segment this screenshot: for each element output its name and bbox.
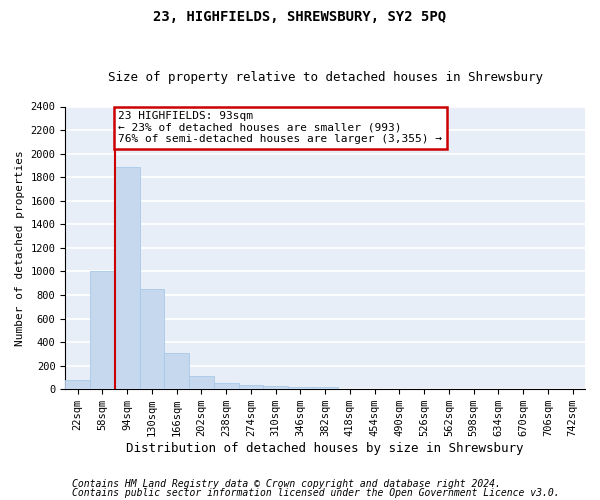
Bar (313, 387, 338, 389)
X-axis label: Distribution of detached houses by size in Shrewsbury: Distribution of detached houses by size … (127, 442, 524, 455)
Text: Contains HM Land Registry data © Crown copyright and database right 2024.: Contains HM Land Registry data © Crown c… (72, 479, 501, 489)
Text: 23, HIGHFIELDS, SHREWSBURY, SY2 5PQ: 23, HIGHFIELDS, SHREWSBURY, SY2 5PQ (154, 10, 446, 24)
Bar (65, 380, 90, 389)
Bar (288, 388, 313, 389)
Text: 23 HIGHFIELDS: 93sqm
← 23% of detached houses are smaller (993)
76% of semi-deta: 23 HIGHFIELDS: 93sqm ← 23% of detached h… (118, 111, 442, 144)
Bar (239, 385, 263, 389)
Bar (263, 386, 288, 389)
Bar (90, 271, 115, 389)
Bar (115, 166, 140, 389)
Bar (164, 352, 189, 389)
Bar (140, 288, 164, 389)
Text: Contains public sector information licensed under the Open Government Licence v3: Contains public sector information licen… (72, 488, 560, 498)
Title: Size of property relative to detached houses in Shrewsbury: Size of property relative to detached ho… (107, 72, 542, 85)
Y-axis label: Number of detached properties: Number of detached properties (15, 150, 25, 346)
Bar (214, 384, 239, 389)
Bar (189, 376, 214, 389)
